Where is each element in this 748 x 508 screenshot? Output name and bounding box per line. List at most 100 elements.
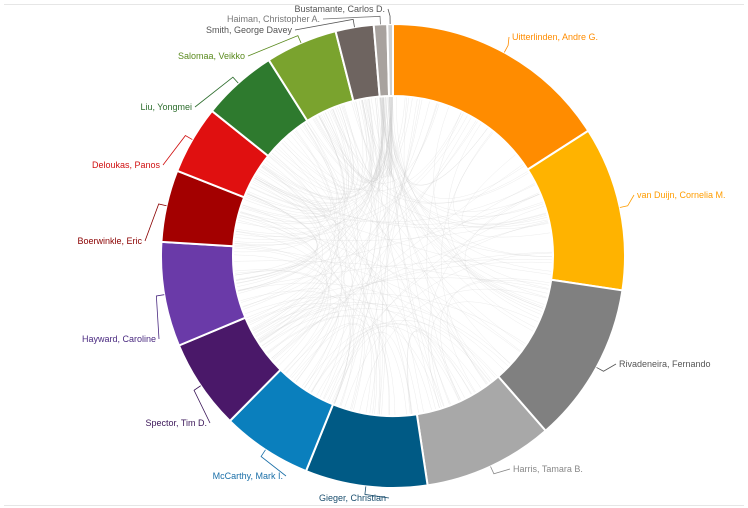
- label-hayward-caroline[interactable]: Hayward, Caroline: [82, 334, 156, 344]
- chord-link-98: [238, 97, 384, 294]
- label-smith-george-davey[interactable]: Smith, George Davey: [206, 25, 293, 35]
- chord-link-149: [313, 118, 528, 204]
- chord-link-176: [382, 97, 534, 332]
- chord-link-185: [262, 97, 383, 199]
- chord-link-3: [252, 103, 438, 330]
- chord-link-52: [248, 302, 407, 415]
- leader-mccarthy-mark-i: [260, 449, 287, 477]
- chord-link-142: [236, 134, 332, 235]
- chord-link-49: [446, 278, 550, 393]
- label-harris-tamara-b[interactable]: Harris, Tamara B.: [513, 464, 583, 474]
- chord-link-56: [303, 124, 365, 410]
- chord-link-132: [278, 145, 355, 404]
- chord-link-34: [293, 131, 521, 352]
- chord-link-131: [261, 165, 333, 367]
- chord-link-69: [285, 322, 372, 413]
- chord-link-54: [306, 122, 381, 415]
- chord-link-145: [268, 156, 419, 413]
- chord-link-178: [380, 97, 547, 298]
- chord-link-71: [258, 305, 334, 374]
- chord-link-59: [369, 97, 392, 414]
- label-salomaa-veikko[interactable]: Salomaa, Veikko: [178, 51, 245, 61]
- chord-link-35: [387, 97, 545, 305]
- chord-links: [232, 95, 554, 417]
- chord-link-123: [254, 99, 372, 204]
- chord-link-9: [255, 120, 477, 337]
- chord-link-110: [234, 245, 511, 364]
- chord-link-111: [242, 97, 393, 218]
- chord-link-106: [237, 113, 464, 229]
- chord-link-38: [439, 280, 550, 401]
- chord-link-91: [259, 307, 339, 387]
- leader-uitterlinden-andre-g: [503, 36, 510, 53]
- chord-link-11: [259, 101, 430, 343]
- top-divider: [4, 4, 744, 5]
- chord-link-141: [274, 104, 359, 194]
- chord-link-109: [244, 125, 337, 217]
- chord-link-122: [253, 179, 543, 225]
- chord-link-130: [261, 166, 491, 382]
- chord-link-6: [235, 115, 468, 240]
- chord-link-8: [272, 164, 524, 361]
- leader-harris-tamara-b: [490, 466, 511, 475]
- chord-link-169: [241, 100, 368, 219]
- chord-link-138: [276, 97, 384, 192]
- leader-hayward-caroline: [155, 294, 165, 340]
- chord-link-186: [281, 97, 393, 190]
- label-liu-yongmei[interactable]: Liu, Yongmei: [140, 102, 192, 112]
- chord-link-144: [271, 152, 343, 389]
- chord-link-191: [389, 97, 436, 410]
- chord-link-40: [316, 323, 482, 396]
- chord-link-152: [308, 97, 390, 184]
- chord-link-196: [234, 97, 392, 243]
- chord-link-75: [307, 108, 358, 391]
- chord-link-90: [257, 97, 391, 340]
- chord-link-70: [322, 99, 372, 399]
- chord-link-53: [266, 159, 378, 414]
- chord-link-77: [311, 320, 496, 393]
- chord-link-74: [331, 331, 412, 414]
- chord-link-175: [381, 97, 488, 385]
- label-haiman-christopher-a[interactable]: Haiman, Christopher A.: [227, 14, 320, 24]
- chord-link-7: [389, 97, 525, 199]
- label-deloukas-panos[interactable]: Deloukas, Panos: [92, 160, 161, 170]
- chord-link-88: [254, 114, 346, 335]
- chord-link-85: [258, 122, 341, 341]
- chord-link-37: [242, 204, 432, 411]
- label-uitterlinden-andre-g[interactable]: Uitterlinden, Andre G.: [512, 32, 598, 42]
- chord-link-51: [238, 219, 355, 407]
- chord-link-166: [334, 97, 380, 404]
- chord-link-21: [364, 99, 548, 226]
- chord-link-31: [258, 303, 509, 367]
- chord-link-114: [235, 231, 329, 372]
- chord-link-84: [272, 183, 535, 360]
- chord-link-94: [237, 193, 318, 292]
- chord-link-157: [320, 97, 393, 182]
- chord-link-179: [384, 97, 544, 217]
- leader-rivadeneira-fernando: [596, 363, 617, 372]
- chord-link-116: [235, 98, 413, 238]
- label-mccarthy-mark-i[interactable]: McCarthy, Mark I.: [213, 471, 283, 481]
- chord-link-168: [299, 98, 374, 186]
- label-spector-tim-d[interactable]: Spector, Tim D.: [145, 418, 207, 428]
- chord-link-174: [382, 97, 544, 308]
- leader-deloukas-panos: [162, 135, 193, 166]
- chord-link-190: [389, 97, 488, 186]
- chord-link-16: [255, 251, 552, 338]
- chord-link-180: [235, 97, 382, 276]
- chord-link-96: [234, 110, 347, 253]
- chord-link-118: [235, 174, 320, 281]
- chord-link-129: [262, 164, 444, 407]
- chord-link-44: [252, 302, 498, 377]
- chord-link-102: [242, 288, 323, 347]
- label-bustamante-carlos-d[interactable]: Bustamante, Carlos D.: [294, 4, 385, 14]
- author-labels: Uitterlinden, Andre G. van Duijn, Corneli…: [77, 4, 725, 503]
- label-boerwinkle-eric[interactable]: Boerwinkle, Eric: [77, 236, 142, 246]
- label-gieger-christian[interactable]: Gieger, Christian: [319, 493, 386, 503]
- label-rivadeneira-fernando[interactable]: Rivadeneira, Fernando: [619, 359, 711, 369]
- chord-link-156: [240, 106, 354, 223]
- arc-bustamante-carlos-d[interactable]: [386, 22, 394, 98]
- chord-link-125: [254, 115, 345, 206]
- label-van-duijn-cornelia-m[interactable]: van Duijn, Cornelia M.: [637, 190, 726, 200]
- chord-link-19: [251, 183, 551, 275]
